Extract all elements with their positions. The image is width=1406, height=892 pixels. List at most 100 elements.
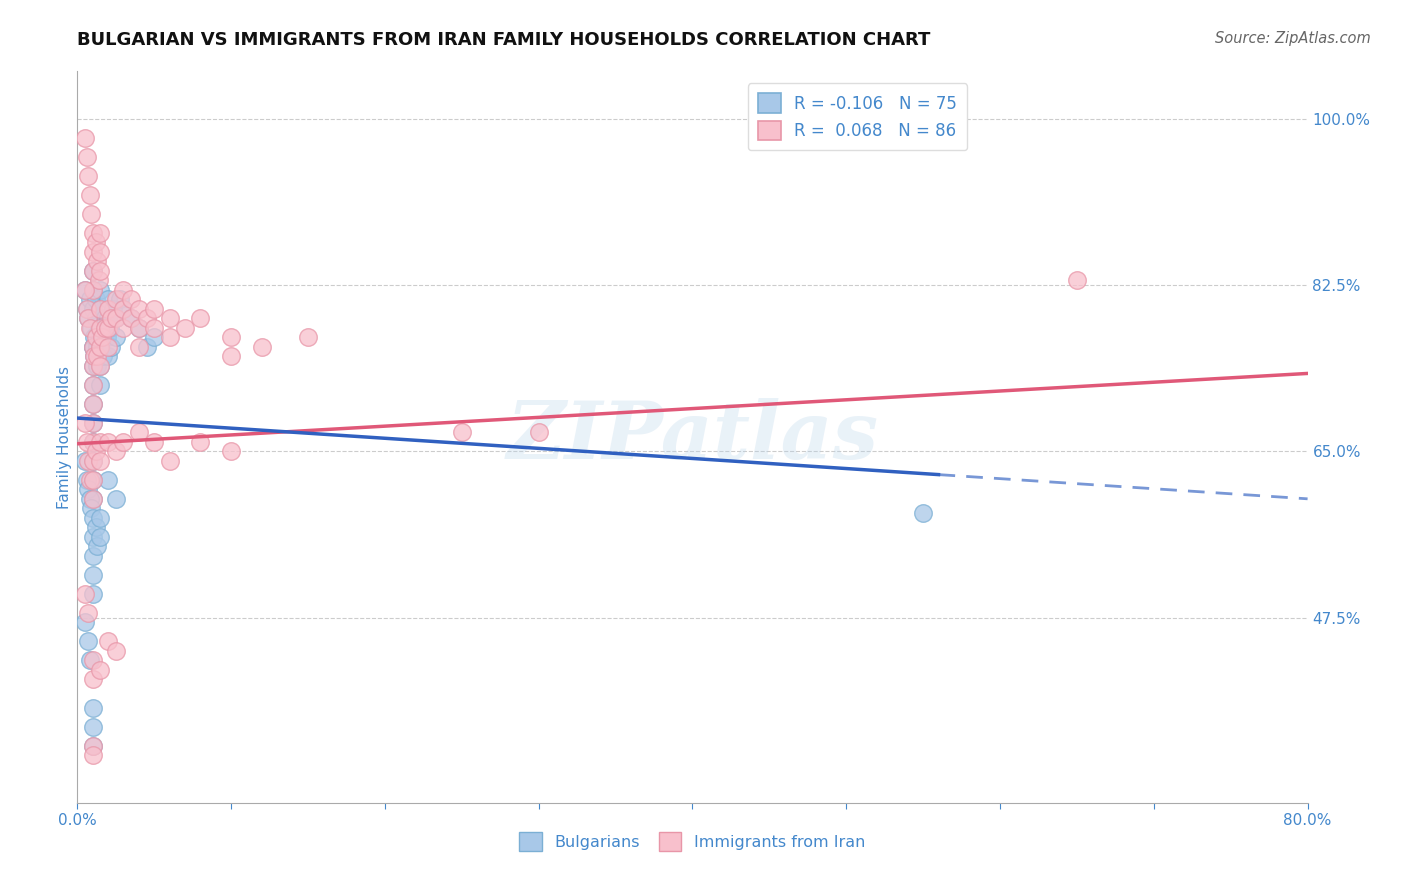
Point bbox=[128, 340, 150, 354]
Point bbox=[73, 283, 96, 297]
Point bbox=[219, 444, 242, 458]
Point bbox=[101, 301, 124, 316]
Point bbox=[96, 330, 118, 344]
Point bbox=[82, 491, 104, 506]
Point bbox=[104, 311, 127, 326]
Point bbox=[77, 606, 100, 620]
Point bbox=[250, 340, 273, 354]
Point bbox=[79, 653, 101, 667]
Point bbox=[89, 359, 111, 373]
Point bbox=[77, 483, 100, 497]
Point bbox=[82, 397, 104, 411]
Point bbox=[84, 311, 107, 326]
Point bbox=[97, 301, 120, 316]
Point bbox=[128, 301, 150, 316]
Text: Source: ZipAtlas.com: Source: ZipAtlas.com bbox=[1215, 31, 1371, 46]
Point bbox=[82, 377, 104, 392]
Point bbox=[82, 739, 104, 753]
Point bbox=[86, 254, 108, 268]
Point bbox=[86, 340, 108, 354]
Point bbox=[143, 301, 166, 316]
Point bbox=[94, 311, 117, 326]
Point bbox=[82, 748, 104, 763]
Point bbox=[112, 321, 135, 335]
Point bbox=[77, 311, 100, 326]
Point bbox=[86, 349, 108, 363]
Point bbox=[82, 720, 104, 734]
Point bbox=[84, 330, 107, 344]
Point bbox=[77, 634, 100, 648]
Point bbox=[73, 454, 96, 468]
Point bbox=[82, 530, 104, 544]
Point bbox=[89, 340, 111, 354]
Point bbox=[82, 549, 104, 563]
Point bbox=[143, 434, 166, 449]
Point bbox=[73, 131, 96, 145]
Point bbox=[82, 283, 104, 297]
Point bbox=[912, 506, 935, 520]
Point bbox=[89, 511, 111, 525]
Point bbox=[73, 615, 96, 630]
Point bbox=[97, 340, 120, 354]
Point bbox=[98, 321, 121, 335]
Point bbox=[82, 434, 104, 449]
Point bbox=[128, 425, 150, 440]
Point bbox=[82, 397, 104, 411]
Point bbox=[450, 425, 472, 440]
Point bbox=[97, 321, 120, 335]
Point bbox=[159, 311, 181, 326]
Point bbox=[82, 301, 104, 316]
Point bbox=[83, 349, 105, 363]
Point bbox=[80, 321, 103, 335]
Point bbox=[97, 473, 120, 487]
Point bbox=[84, 444, 107, 458]
Point bbox=[76, 434, 98, 449]
Point bbox=[112, 434, 135, 449]
Point bbox=[104, 644, 127, 658]
Point bbox=[82, 587, 104, 601]
Point bbox=[82, 473, 104, 487]
Point bbox=[89, 301, 111, 316]
Point bbox=[120, 293, 142, 307]
Point bbox=[80, 501, 103, 516]
Point bbox=[112, 301, 135, 316]
Point bbox=[89, 264, 111, 278]
Point bbox=[89, 377, 111, 392]
Point bbox=[527, 425, 550, 440]
Point bbox=[73, 587, 96, 601]
Point bbox=[86, 539, 108, 553]
Point bbox=[219, 330, 242, 344]
Point bbox=[89, 434, 111, 449]
Point bbox=[82, 340, 104, 354]
Point bbox=[82, 454, 104, 468]
Point bbox=[76, 301, 98, 316]
Point bbox=[219, 349, 242, 363]
Point bbox=[82, 491, 104, 506]
Point bbox=[79, 491, 101, 506]
Point bbox=[188, 311, 212, 326]
Point bbox=[83, 330, 105, 344]
Point bbox=[135, 340, 157, 354]
Point bbox=[76, 473, 98, 487]
Point bbox=[82, 359, 104, 373]
Point bbox=[97, 349, 120, 363]
Point bbox=[76, 150, 98, 164]
Point bbox=[89, 359, 111, 373]
Point bbox=[143, 330, 166, 344]
Point bbox=[82, 473, 104, 487]
Point bbox=[82, 283, 104, 297]
Point bbox=[82, 359, 104, 373]
Point bbox=[82, 567, 104, 582]
Point bbox=[76, 301, 98, 316]
Point bbox=[159, 454, 181, 468]
Point bbox=[84, 235, 107, 250]
Point bbox=[82, 739, 104, 753]
Point bbox=[89, 244, 111, 259]
Point bbox=[128, 321, 150, 335]
Point bbox=[97, 293, 120, 307]
Point bbox=[80, 207, 103, 221]
Y-axis label: Family Households: Family Households bbox=[56, 366, 72, 508]
Point bbox=[82, 377, 104, 392]
Point bbox=[79, 321, 101, 335]
Point bbox=[89, 301, 111, 316]
